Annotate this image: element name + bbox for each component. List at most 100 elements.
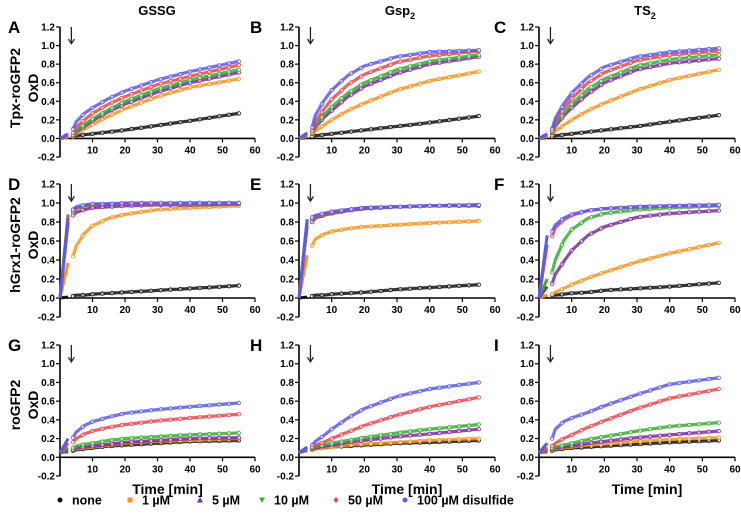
x-tick-label: 10: [87, 145, 99, 156]
data-point: [148, 200, 154, 206]
data-point: [569, 117, 574, 123]
data-point: [589, 72, 594, 78]
data-point: [148, 419, 154, 424]
data-point: [417, 438, 423, 444]
data-point: [368, 127, 374, 132]
data-point: [139, 93, 144, 98]
data-point: [329, 229, 334, 234]
data-point: [466, 48, 472, 53]
data-point: [168, 206, 173, 212]
legend-item: none: [57, 494, 102, 508]
data-point: [476, 218, 481, 224]
data-point: [417, 389, 423, 394]
y-tick-label: 0.2: [41, 115, 55, 126]
data-point: [378, 73, 383, 79]
data-point: [139, 83, 144, 88]
x-tick-label: 20: [359, 464, 371, 475]
data-point: [618, 205, 623, 210]
data-point: [657, 425, 663, 430]
data-point: [647, 52, 653, 58]
data-point: [667, 396, 672, 401]
data-point: [139, 209, 144, 215]
data-point: [236, 76, 241, 82]
data-point: [427, 427, 432, 432]
y-tick-label: 0.2: [280, 434, 294, 445]
data-point: [100, 117, 105, 122]
data-point: [569, 212, 574, 217]
data-point: [178, 76, 183, 81]
legend-item: 5 µM: [197, 494, 240, 508]
data-point: [598, 206, 604, 212]
data-point: [598, 226, 604, 231]
data-point: [447, 437, 452, 442]
data-point: [667, 284, 672, 289]
data-point: [608, 222, 614, 228]
y-tick-label: 0.0: [41, 134, 55, 145]
data-point: [388, 440, 393, 445]
data-point: [638, 428, 643, 433]
data-point: [309, 293, 315, 299]
x-tick-label: 20: [359, 145, 371, 156]
data-point: [398, 204, 403, 209]
data-point: [657, 212, 663, 217]
x-axis-label: Time [min]: [132, 481, 203, 497]
data-point: [549, 281, 555, 286]
y-tick-label: 0.6: [280, 397, 294, 408]
data-point: [638, 57, 643, 63]
data-point: [70, 293, 76, 299]
data-point: [349, 428, 354, 433]
series-none: [59, 283, 241, 300]
data-point: [647, 204, 653, 209]
y-tick-label: 0.8: [41, 60, 55, 71]
data-point: [456, 283, 462, 288]
data-point: [168, 287, 173, 292]
x-tick-label: 60: [729, 145, 741, 156]
data-point: [236, 412, 241, 417]
data-point: [427, 120, 432, 125]
data-point: [657, 203, 663, 209]
data-point: [319, 124, 325, 129]
data-point: [706, 202, 712, 208]
panel-letter: H: [250, 336, 262, 355]
data-point: [427, 285, 432, 290]
series-1-m: [58, 203, 241, 299]
data-point: [398, 70, 403, 75]
data-point: [657, 385, 663, 390]
x-tick-label: 60: [729, 305, 741, 316]
series-none: [298, 113, 481, 140]
legend-item: 10 µM: [259, 494, 309, 508]
data-point: [437, 437, 442, 443]
data-point: [80, 424, 85, 429]
data-point: [358, 290, 364, 295]
data-point: [559, 104, 565, 110]
data-point: [667, 61, 672, 66]
data-point: [339, 96, 344, 101]
data-point: [378, 59, 383, 64]
x-tick-label: 30: [391, 305, 403, 316]
data-point: [456, 73, 462, 78]
data-point: [329, 292, 334, 297]
column-title-text: GSSG: [138, 3, 176, 18]
data-point: [608, 67, 614, 73]
data-point: [716, 280, 721, 285]
data-point: [437, 426, 442, 431]
data-point: [80, 292, 85, 298]
data-point: [187, 432, 193, 437]
y-tick-label: 0.4: [41, 415, 55, 426]
data-point: [398, 287, 403, 292]
y-tick-label: 0.6: [41, 237, 55, 248]
y-tick-label: 1.0: [280, 199, 294, 210]
data-point: [437, 119, 442, 124]
data-point: [80, 203, 85, 208]
data-point: [417, 121, 423, 126]
data-point: [197, 83, 202, 88]
data-point: [119, 128, 124, 133]
y-tick-label: 0.0: [520, 134, 534, 145]
series-5-m: [58, 201, 241, 299]
y-tick-label: 1.2: [41, 341, 55, 352]
legend-label: 10 µM: [274, 494, 309, 508]
data-point: [139, 125, 144, 130]
y-tick-label: 0.4: [520, 415, 534, 426]
data-point: [168, 437, 173, 442]
y-tick-label: 0.8: [280, 60, 294, 71]
